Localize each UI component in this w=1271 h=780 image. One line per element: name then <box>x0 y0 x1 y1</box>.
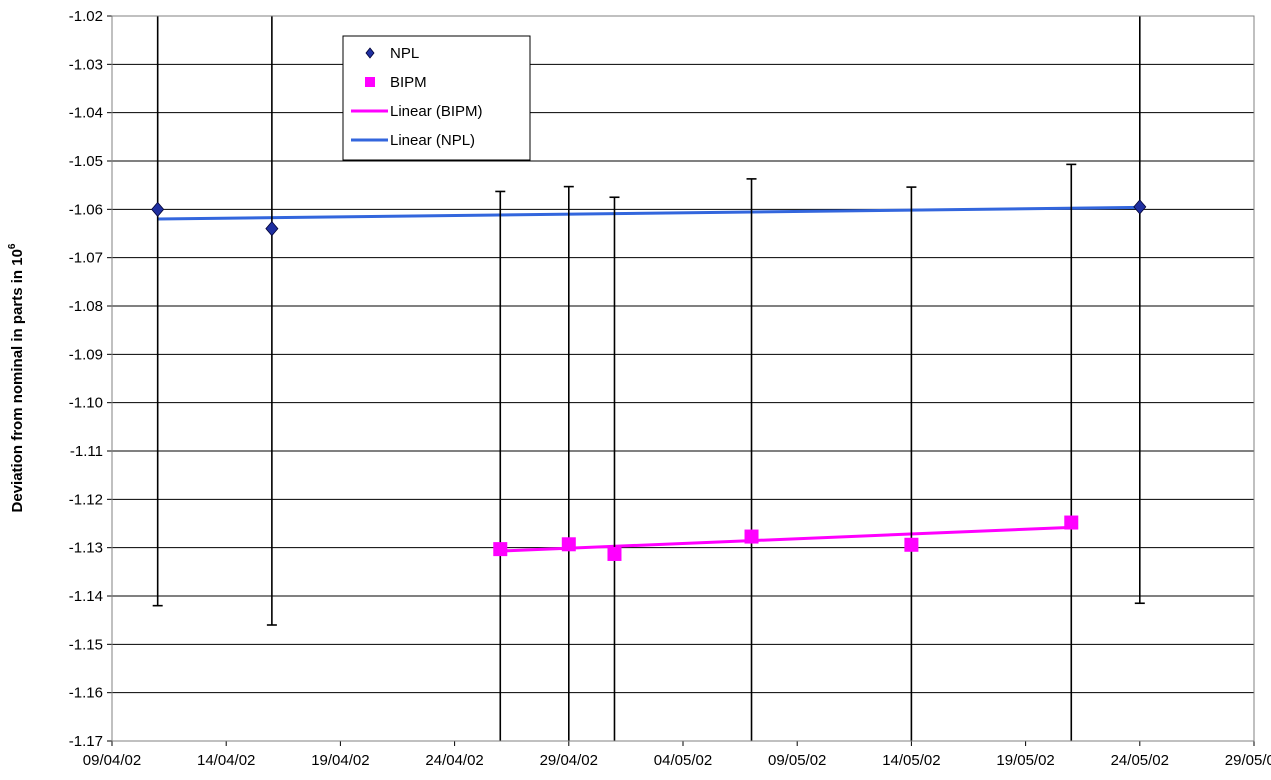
y-tick-label: -1.04 <box>69 105 103 122</box>
y-tick-label: -1.13 <box>69 540 103 557</box>
x-tick-label: 14/04/02 <box>197 752 255 769</box>
x-tick-label: 29/04/02 <box>540 752 598 769</box>
bipm-point <box>493 542 508 557</box>
y-tick-label: -1.12 <box>69 491 103 508</box>
x-tick-label: 14/05/02 <box>882 752 940 769</box>
y-tick-label: -1.10 <box>69 395 103 412</box>
legend-bipm-marker <box>365 77 375 87</box>
x-tick-label: 29/05/02 <box>1225 752 1271 769</box>
y-tick-label: -1.02 <box>69 8 103 25</box>
bipm-point <box>561 537 576 552</box>
y-axis-title: Deviation from nominal in parts in 106 <box>7 243 26 512</box>
y-tick-label: -1.05 <box>69 153 103 170</box>
plot-area <box>112 16 1254 741</box>
y-tick-label: -1.16 <box>69 685 103 702</box>
legend: NPL BIPM Linear (BIPM) Linear (NPL) <box>342 35 531 161</box>
data-points <box>151 199 1147 561</box>
x-tick-label: 09/04/02 <box>83 752 141 769</box>
plot-border <box>111 15 1255 742</box>
y-tick-label: -1.03 <box>69 56 103 73</box>
error-bars <box>152 16 1145 741</box>
y-tick-label: -1.11 <box>70 443 103 460</box>
y-tick-label: -1.09 <box>69 346 103 363</box>
y-axis-title-superscript: 6 <box>7 243 18 249</box>
y-tick-label: -1.17 <box>69 733 103 750</box>
y-tick-label: -1.14 <box>69 588 103 605</box>
gridlines <box>112 15 1254 742</box>
npl-point <box>151 201 165 217</box>
trendline <box>500 525 1072 553</box>
y-axis-title-text: Deviation from nominal in parts in 10 <box>9 249 26 512</box>
x-tick-label: 09/05/02 <box>768 752 826 769</box>
bipm-point <box>607 546 622 561</box>
bipm-point <box>744 529 759 544</box>
legend-npl-marker <box>365 47 375 59</box>
y-tick-label: -1.07 <box>69 250 103 267</box>
y-tick-label: -1.15 <box>69 636 103 653</box>
legend-label: NPL <box>390 45 419 62</box>
npl-point <box>265 221 279 237</box>
npl-point <box>1133 199 1147 215</box>
x-tick-label: 19/04/02 <box>311 752 369 769</box>
x-tick-label: 04/05/02 <box>654 752 712 769</box>
legend-label: Linear (BIPM) <box>390 103 483 120</box>
x-tick-label: 19/05/02 <box>996 752 1054 769</box>
y-tick-label: -1.08 <box>69 298 103 315</box>
bipm-point <box>1064 515 1079 530</box>
x-axis-ticks: 09/04/02 14/04/02 19/04/02 24/04/02 29/04/02… <box>83 741 1271 769</box>
x-tick-label: 24/04/02 <box>425 752 483 769</box>
bipm-point <box>904 537 919 552</box>
legend-label: Linear (NPL) <box>390 132 475 149</box>
x-tick-label: 24/05/02 <box>1111 752 1169 769</box>
legend-label: BIPM <box>390 74 427 91</box>
trendline <box>157 205 1140 221</box>
y-tick-label: -1.06 <box>69 201 103 218</box>
trendlines <box>157 205 1140 553</box>
y-axis-ticks: -1.02 -1.03 -1.04 -1.05 -1.06 -1.07 -1.08 -1.09… <box>69 8 113 750</box>
